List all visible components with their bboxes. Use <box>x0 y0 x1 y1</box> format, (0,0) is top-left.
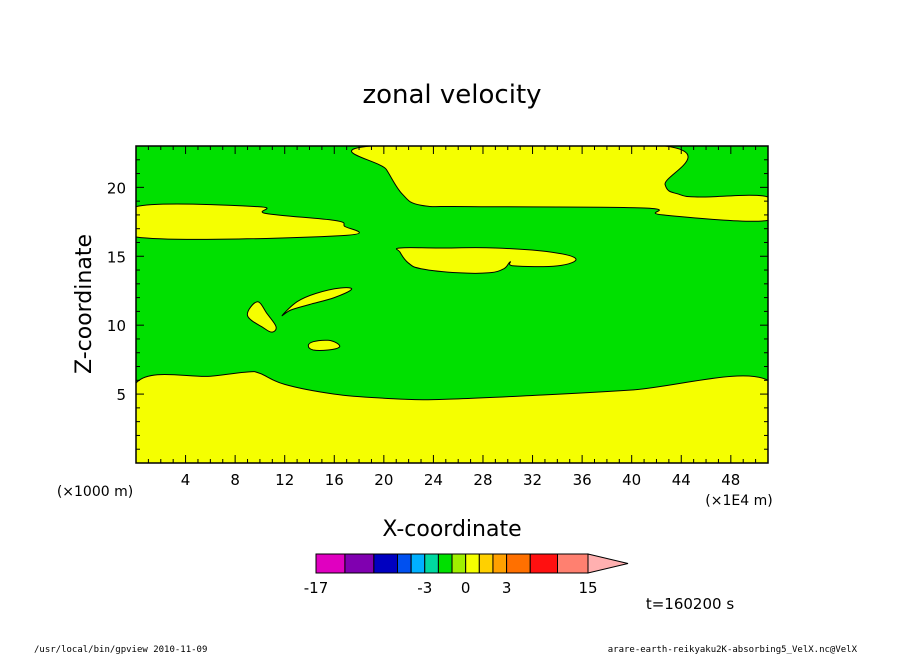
contour-region-blob-a <box>246 301 277 333</box>
colorbar-segment <box>373 553 398 574</box>
y-tick-label: 15 <box>107 248 126 266</box>
colorbar-segment <box>344 553 375 574</box>
colorbar-segment <box>396 553 412 574</box>
colorbar: -17 -3 0 3 15 <box>304 553 629 597</box>
colorbar-segment <box>315 553 346 574</box>
footer-right: arare-earth-reikyaku2K-absorbing5_VelX.n… <box>608 645 858 654</box>
x-tick-label: 16 <box>325 471 344 489</box>
x-axis-label: X-coordinate <box>382 517 521 542</box>
contour-region-lower-layer <box>136 371 768 463</box>
x-axis-ticks: 4 8 12 16 20 24 28 32 36 40 44 48 <box>147 146 757 489</box>
y-tick-label: 5 <box>116 386 126 404</box>
colorbar-segment <box>451 553 467 574</box>
footer-left: /usr/local/bin/gpview 2010-11-09 <box>34 645 207 654</box>
x-unit-right: (×1E4 m) <box>705 493 772 509</box>
time-label: t=160200 s <box>646 595 734 613</box>
contour-region-mid-lens <box>395 247 577 274</box>
colorbar-tick-label: 0 <box>461 579 471 597</box>
y-tick-label: 20 <box>107 179 126 197</box>
y-axis-ticks: 5 10 15 20 <box>107 159 768 450</box>
contour-region-upper-band <box>351 146 768 222</box>
y-axis-label: Z-coordinate <box>72 234 97 374</box>
colorbar-tick-label: 15 <box>578 579 597 597</box>
x-unit-left: (×1000 m) <box>57 484 133 500</box>
colorbar-segment <box>506 553 531 574</box>
colorbar-segment <box>410 553 426 574</box>
colorbar-segment <box>424 553 439 574</box>
colorbar-tick-label: -17 <box>304 579 329 597</box>
colorbar-segment <box>529 553 559 574</box>
x-tick-label: 28 <box>473 471 492 489</box>
y-tick-label: 10 <box>107 317 126 335</box>
x-tick-label: 44 <box>672 471 691 489</box>
x-tick-label: 24 <box>424 471 443 489</box>
colorbar-segment <box>478 553 494 574</box>
contour-region-blob-c <box>307 339 341 351</box>
colorbar-overflow-arrow <box>587 553 629 574</box>
colorbar-segment <box>557 553 589 574</box>
x-tick-label: 36 <box>573 471 592 489</box>
colorbar-tick-label: -3 <box>417 579 432 597</box>
plot-frame <box>135 145 769 464</box>
colorbar-segment <box>437 553 453 574</box>
x-tick-label: 40 <box>622 471 641 489</box>
x-tick-label: 48 <box>721 471 740 489</box>
chart-title: zonal velocity <box>362 80 541 110</box>
x-tick-label: 12 <box>275 471 294 489</box>
x-tick-label: 32 <box>523 471 542 489</box>
contour-region-left-band <box>136 203 360 240</box>
contour-regions <box>136 146 768 463</box>
colorbar-segment <box>465 553 480 574</box>
x-tick-label: 20 <box>374 471 393 489</box>
x-tick-label: 4 <box>181 471 191 489</box>
x-tick-label: 8 <box>230 471 240 489</box>
colorbar-segment <box>492 553 508 574</box>
colorbar-tick-label: 3 <box>502 579 512 597</box>
contour-region-blob-b <box>281 287 353 317</box>
